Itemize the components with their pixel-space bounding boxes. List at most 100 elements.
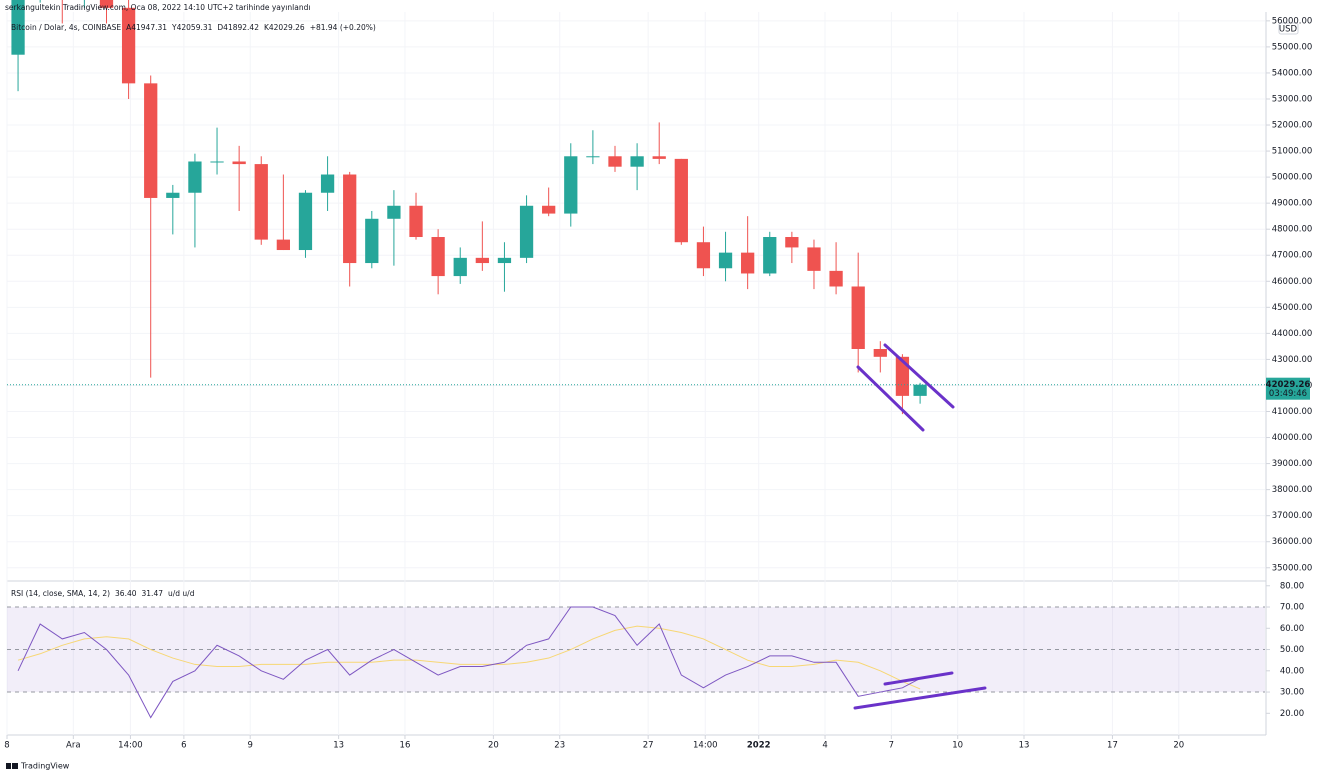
y-tick-label: 70.00: [1280, 603, 1304, 613]
x-tick-label: 17: [1107, 741, 1118, 751]
last-price-box: [1266, 377, 1310, 400]
candle-body: [475, 257, 489, 264]
rsi-line: [17, 625, 921, 690]
trend-line: [883, 343, 955, 409]
countdown: 03:49:46: [1269, 389, 1307, 399]
y-tick-label: 47000.00: [1272, 251, 1313, 261]
x-tick-label: 7: [889, 741, 894, 751]
candle-body: [121, 7, 136, 84]
ohlc-value: Y42059.31: [171, 23, 213, 32]
x-tick-label: 13: [1019, 741, 1030, 751]
x-tick-label: 13: [333, 741, 344, 751]
x-tick-label: 4: [822, 741, 827, 751]
y-tick-label: 60.00: [1280, 624, 1304, 634]
candle-body: [873, 348, 887, 357]
x-tick-label: 6: [181, 741, 186, 751]
candle-body: [276, 239, 290, 251]
currency: USD: [1279, 25, 1298, 35]
y-tick-label: 49000.00: [1272, 199, 1313, 209]
rsi-legend-value: 31.47: [142, 589, 164, 598]
x-tick-label: Ara: [66, 741, 81, 751]
currency-box: [1278, 22, 1299, 35]
candle-body: [674, 158, 688, 243]
candle-body: [763, 237, 777, 274]
brand: TradingView: [20, 762, 70, 771]
candle-body: [785, 237, 799, 248]
symbol: Bitcoin / Dolar, 4s, COINBASE: [11, 23, 121, 32]
plot: [7, 0, 1265, 719]
y-tick-label: 52000.00: [1272, 121, 1313, 131]
rsi-title: RSI (14, close, SMA, 14, 2): [11, 589, 110, 598]
y-tick-label: 30.00: [1280, 688, 1304, 698]
y-tick-label: 53000.00: [1272, 94, 1313, 104]
x-tick-label: 20: [1173, 741, 1184, 751]
logo: TradingView: [6, 762, 70, 771]
candle-body: [696, 242, 711, 269]
y-tick-label: 38000.00: [1272, 485, 1313, 495]
candle-body: [298, 192, 313, 251]
rsi-line: [17, 606, 921, 719]
trend-line: [856, 365, 925, 432]
x-tick-label: 14:00: [693, 741, 718, 751]
trend-line: [883, 671, 954, 686]
y-tick-label: 51000.00: [1272, 147, 1313, 157]
drawings: [853, 343, 987, 710]
rsi-legend-value: 36.40: [115, 589, 137, 598]
y-tick-label: 48000.00: [1272, 225, 1313, 235]
candle-body: [652, 156, 666, 159]
y-tick-label: 50.00: [1280, 645, 1304, 655]
y-tick-label: 46000.00: [1272, 277, 1313, 287]
y-tick-label: 50000.00: [1272, 173, 1313, 183]
candle-body: [144, 83, 158, 198]
candle-body: [210, 161, 224, 163]
y-tick-label: 41000.00: [1272, 407, 1313, 417]
candle-body: [542, 205, 556, 214]
candle-body: [320, 174, 335, 193]
y-tick-label: 20.00: [1280, 709, 1304, 719]
y-tick-label: 56000.00: [1272, 16, 1313, 26]
x-tick-label: 20: [488, 741, 499, 751]
x-tick-label: 23: [554, 741, 565, 751]
y-tick-label: 45000.00: [1272, 303, 1313, 313]
ohlc-value: K42029.26: [264, 23, 305, 32]
y-tick-label: 44000.00: [1272, 329, 1313, 339]
x-tick-label: 16: [400, 741, 411, 751]
y-tick-label: 37000.00: [1272, 511, 1313, 521]
candle-body: [453, 257, 467, 277]
y-tick-label: 40000.00: [1272, 433, 1313, 443]
x-tick-label: 10: [952, 741, 963, 751]
candle-body: [254, 164, 268, 240]
candle-body: [851, 286, 865, 349]
candle-body: [343, 174, 357, 264]
candle-body: [497, 257, 512, 264]
y-tick-label: 55000.00: [1272, 42, 1313, 52]
last-price-label: 42029.26: [1266, 380, 1311, 390]
x-tick-label: 2022: [747, 741, 771, 751]
ohlc-value: +81.94 (+0.20%): [310, 23, 376, 32]
y-tick-label: 43000.00: [1272, 355, 1313, 365]
logo-mark: [6, 763, 11, 769]
ohlc-value: D41892.42: [217, 23, 259, 32]
y-tick-label: 35000.00: [1272, 563, 1313, 573]
candle-body: [11, 0, 25, 55]
candle-body: [807, 247, 821, 271]
y-tick-label: 40.00: [1280, 666, 1304, 676]
y-tick-label: 36000.00: [1272, 537, 1313, 547]
ohlc-value: A41947.31: [126, 23, 167, 32]
candle-body: [166, 192, 180, 198]
candle-body: [99, 0, 114, 8]
x-tick-label: 9: [247, 741, 252, 751]
candle-body: [519, 205, 534, 258]
logo-mark: [12, 763, 18, 769]
candle-body: [232, 161, 246, 165]
y-tick-label: 39000.00: [1272, 459, 1313, 469]
x-tick-label: 8: [4, 741, 9, 751]
y-tick-label: 54000.00: [1272, 68, 1313, 78]
rsi-legend-value: u/d u/d: [168, 589, 195, 598]
candle-body: [564, 156, 578, 214]
candle-body: [913, 384, 927, 396]
candle-body: [188, 161, 202, 193]
